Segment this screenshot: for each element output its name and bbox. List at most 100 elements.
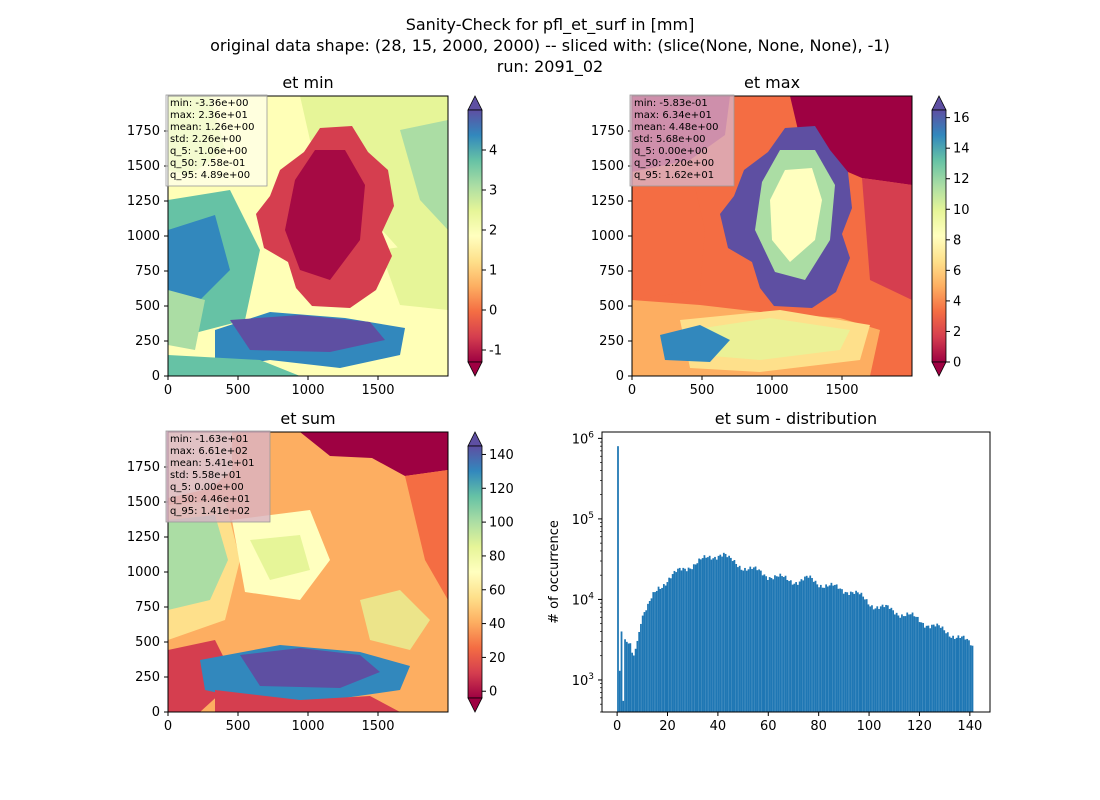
histogram-bar <box>849 591 852 712</box>
stats-box: min: -5.83e-01 max: 6.34e+01 mean: 4.48e… <box>629 94 735 187</box>
histogram-bar <box>775 576 778 712</box>
y-axis-ticks: 103 104 105 106 <box>572 430 602 713</box>
histogram-bar <box>707 557 709 712</box>
histogram-bar <box>834 584 836 712</box>
histogram-bar <box>789 580 792 712</box>
histogram-bar <box>925 625 928 712</box>
y-tick-label: 1750 <box>127 460 160 475</box>
stats-line: max: 6.61e+02 <box>170 446 248 457</box>
histogram-bar <box>788 581 790 712</box>
colorbar: -1 0 1 2 3 4 <box>467 95 502 377</box>
histogram-bar <box>816 584 819 712</box>
histogram-bar <box>904 616 907 712</box>
histogram-bar <box>911 612 914 712</box>
histogram-bar <box>864 599 866 712</box>
histogram-bar <box>629 643 632 712</box>
histogram-bar <box>738 565 741 712</box>
y-tick-label: 1000 <box>127 565 160 580</box>
colorbar-tick-label: 4 <box>489 144 497 159</box>
histogram-bar <box>754 566 757 712</box>
histogram-bar <box>906 612 909 712</box>
histogram-bar <box>839 588 842 712</box>
histogram-bar <box>756 570 759 712</box>
stats-line: q_5: 0.00e+00 <box>634 146 708 157</box>
histogram-bar <box>765 576 768 712</box>
panel-et-sum: et sum 0 500 1000 1500 <box>127 409 514 734</box>
histogram-bar <box>809 575 812 712</box>
histogram-bar <box>916 616 919 712</box>
colorbar-tick-label: 4 <box>953 294 961 309</box>
y-tick-label: 0 <box>152 705 160 720</box>
histogram-bar <box>968 640 970 712</box>
y-tick-label: 105 <box>572 511 594 528</box>
x-tick-label: 80 <box>810 719 827 734</box>
histogram-bar <box>724 553 727 712</box>
histogram-bar <box>751 569 753 712</box>
figure-title-line-3: run: 2091_02 <box>497 57 603 77</box>
histogram-bar <box>929 628 932 712</box>
histogram-bar <box>770 578 773 712</box>
stats-line: q_50: 4.46e+01 <box>170 494 250 505</box>
x-tick-label: 0 <box>164 719 172 734</box>
histogram-bar <box>692 564 695 712</box>
panel-title: et max <box>744 73 800 92</box>
histogram-bar <box>714 556 716 712</box>
panel-et-max: et max 0 500 1000 1500 <box>591 73 970 398</box>
histogram-bar <box>853 593 856 712</box>
histogram-bar <box>804 576 806 712</box>
histogram-bar <box>923 627 926 712</box>
histogram-bar <box>818 587 820 712</box>
histogram-bar <box>722 552 725 712</box>
histogram-bar <box>932 624 935 712</box>
x-axis-ticks: 0 500 1000 1500 <box>164 712 395 734</box>
histogram-bar <box>701 558 704 712</box>
x-tick-label: 1000 <box>291 383 324 398</box>
histogram-bar <box>726 557 729 712</box>
histogram-bar <box>689 568 692 712</box>
histogram-bar <box>744 567 746 712</box>
histogram-bar <box>878 608 880 712</box>
histogram-bar <box>952 635 954 712</box>
histogram-bar <box>719 554 722 712</box>
histogram-bar <box>848 594 850 712</box>
histogram-bar <box>837 588 840 712</box>
histogram-bar <box>747 569 750 712</box>
histogram-bars <box>617 446 974 712</box>
stats-line: q_50: 2.20e+00 <box>634 158 714 169</box>
histogram-bar <box>909 614 912 712</box>
histogram-bar <box>946 632 949 712</box>
histogram-bar <box>819 584 822 712</box>
histogram-bar <box>705 557 708 712</box>
histogram-bar <box>677 568 679 712</box>
x-tick-label: 140 <box>957 719 982 734</box>
stats-box: min: -3.36e+00 max: 2.36e+01 mean: 1.26e… <box>165 94 268 187</box>
y-tick-label: 1250 <box>127 194 160 209</box>
histogram-bar <box>710 559 713 712</box>
colorbar: 0 2 4 6 8 10 12 14 16 <box>931 95 970 377</box>
histogram-bar <box>918 622 921 712</box>
colorbar-tick-label: 1 <box>489 264 497 279</box>
y-axis-ticks: 0 250 500 750 1000 1250 1500 1750 <box>127 124 168 384</box>
y-tick-label: 1000 <box>591 229 624 244</box>
histogram-bar <box>700 559 702 712</box>
colorbar-ticks: -1 0 1 2 3 4 <box>482 144 502 359</box>
histogram-bar <box>680 570 683 712</box>
colorbar-tick-label: 8 <box>953 233 961 248</box>
histogram-bar <box>641 615 644 712</box>
stats-line: max: 6.34e+01 <box>634 110 712 121</box>
colorbar-tick-label: 10 <box>953 203 970 218</box>
x-tick-label: 1000 <box>755 383 788 398</box>
histogram-bar <box>936 623 939 712</box>
histogram-bar <box>858 594 861 712</box>
histogram-bar <box>740 569 743 712</box>
histogram-bar <box>717 555 720 712</box>
histogram-bar <box>807 577 810 712</box>
stats-line: mean: 5.41e+01 <box>170 458 254 469</box>
histogram-bar <box>791 584 794 712</box>
histogram-bar <box>920 622 923 712</box>
histogram-bar <box>922 622 924 712</box>
y-tick-exponent: 4 <box>588 591 594 601</box>
histogram-bar <box>763 574 766 712</box>
histogram-bar <box>797 584 799 712</box>
histogram-bar <box>953 638 956 712</box>
